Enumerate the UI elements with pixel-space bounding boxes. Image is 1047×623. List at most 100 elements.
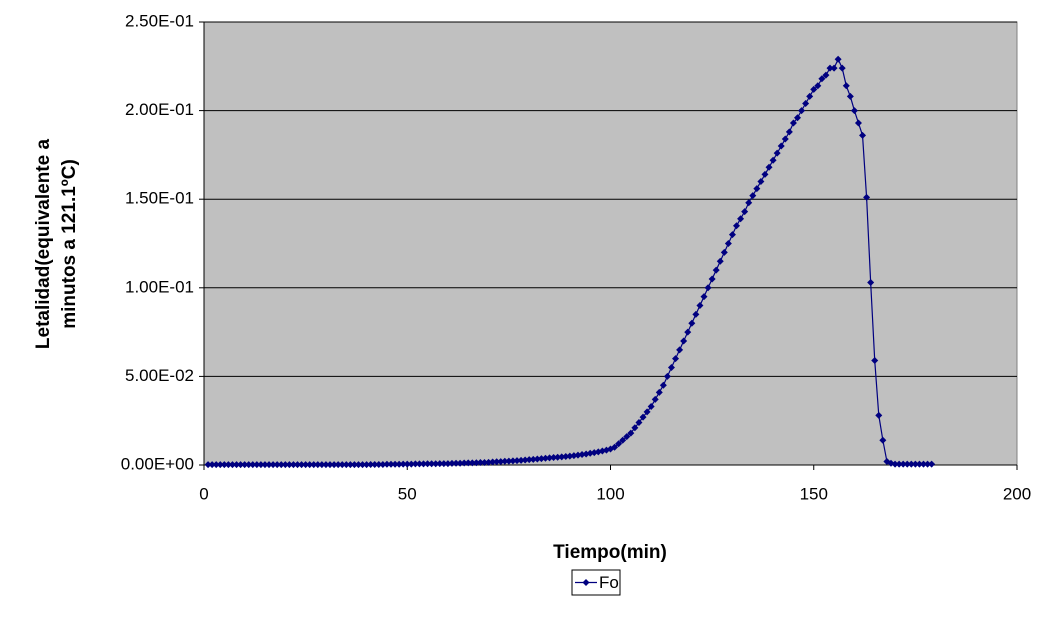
- data-point: [716, 257, 724, 265]
- data-point: [659, 381, 667, 389]
- data-point: [452, 459, 460, 467]
- data-point: [391, 460, 399, 468]
- data-point: [432, 460, 440, 468]
- data-point: [403, 460, 411, 468]
- data-point: [635, 418, 643, 426]
- data-point: [379, 460, 387, 468]
- data-point: [505, 457, 513, 465]
- data-point: [773, 149, 781, 157]
- y-axis-label-line: Letalidad(equivalente a: [33, 139, 54, 350]
- data-point: [915, 460, 923, 468]
- data-point: [842, 82, 850, 90]
- data-point: [846, 92, 854, 100]
- data-point: [253, 461, 261, 469]
- data-point: [310, 461, 318, 469]
- data-point: [830, 64, 838, 72]
- data-point: [298, 461, 306, 469]
- data-point: [631, 424, 639, 432]
- data-point: [749, 192, 757, 200]
- data-point: [338, 461, 346, 469]
- data-point: [424, 460, 432, 468]
- data-point: [907, 460, 915, 468]
- data-point: [436, 460, 444, 468]
- data-point: [720, 248, 728, 256]
- data-point: [363, 461, 371, 469]
- data-point: [334, 461, 342, 469]
- data-point: [501, 457, 509, 465]
- data-point: [899, 460, 907, 468]
- data-point: [529, 455, 537, 463]
- data-point: [517, 456, 525, 464]
- data-point: [728, 231, 736, 239]
- x-tick-label: 0: [199, 484, 208, 503]
- data-point: [928, 460, 936, 468]
- data-point: [826, 64, 834, 72]
- data-point: [724, 240, 732, 247]
- data-point: [456, 459, 464, 467]
- data-point: [407, 460, 415, 468]
- data-point: [696, 302, 704, 310]
- y-tick-label: 1.00E-01: [125, 277, 194, 296]
- data-point: [663, 372, 671, 380]
- data-point: [859, 131, 867, 139]
- data-point: [793, 114, 801, 122]
- data-point: [420, 460, 428, 468]
- data-point: [655, 388, 663, 396]
- data-point: [777, 142, 785, 150]
- y-axis-label-line: minutos a 121.1ºC): [59, 159, 80, 329]
- data-point: [639, 413, 647, 421]
- data-point: [554, 453, 562, 461]
- data-point: [785, 128, 793, 136]
- data-point: [476, 459, 484, 467]
- data-point: [367, 460, 375, 468]
- data-point: [895, 460, 903, 468]
- data-point: [867, 278, 875, 286]
- data-point: [428, 460, 436, 468]
- data-point: [704, 284, 712, 292]
- y-tick-label: 1.50E-01: [125, 189, 194, 208]
- data-point: [497, 458, 505, 466]
- data-point: [208, 461, 216, 469]
- data-point: [440, 460, 448, 468]
- data-point: [289, 461, 297, 469]
- data-point: [383, 460, 391, 468]
- data-point: [761, 170, 769, 178]
- data-point: [623, 433, 631, 441]
- x-tick-label: 100: [596, 484, 624, 503]
- data-point: [550, 454, 558, 462]
- data-point: [806, 92, 814, 100]
- legend-marker: [582, 579, 590, 586]
- data-point: [415, 460, 423, 468]
- data-point: [700, 293, 708, 301]
- data-point: [472, 459, 480, 467]
- data-point: [354, 461, 362, 469]
- data-point: [525, 456, 533, 464]
- data-point: [224, 461, 232, 469]
- data-point: [570, 452, 578, 460]
- data-point: [273, 461, 281, 469]
- data-point: [903, 460, 911, 468]
- legend-label: Fo: [599, 573, 619, 592]
- data-point: [302, 461, 310, 469]
- data-point: [745, 199, 753, 207]
- data-point: [464, 459, 472, 467]
- data-point: [448, 459, 456, 467]
- data-point: [708, 275, 716, 283]
- data-point: [871, 356, 879, 364]
- data-point: [489, 458, 497, 466]
- data-point: [854, 119, 862, 127]
- data-point: [891, 460, 899, 468]
- data-point: [326, 461, 334, 469]
- x-tick-label: 200: [1003, 484, 1031, 503]
- data-point: [879, 436, 887, 444]
- data-point: [802, 100, 810, 108]
- data-point: [249, 461, 257, 469]
- data-point: [574, 451, 582, 459]
- data-point: [814, 82, 822, 90]
- data-point: [566, 452, 574, 460]
- data-point: [834, 55, 842, 63]
- data-point: [245, 461, 253, 469]
- data-point: [220, 461, 228, 469]
